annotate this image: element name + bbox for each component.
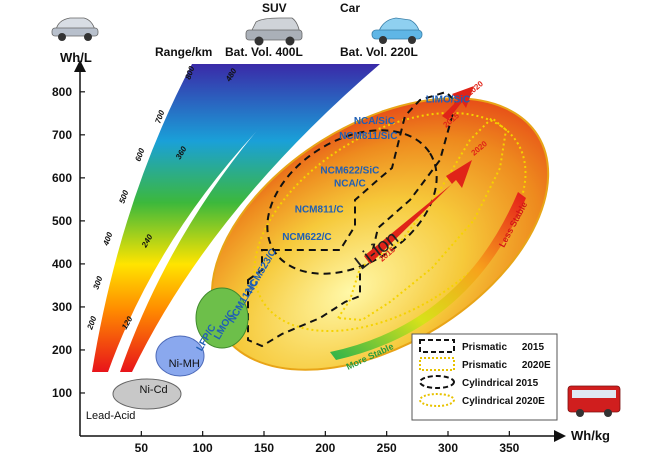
car-title: Car <box>340 1 360 15</box>
chemistry-label-limo-sic: LIMO/SiC <box>426 95 470 106</box>
legend: Prismatic 2015 Prismatic 2020E Cylindric… <box>411 333 558 421</box>
car-range-tick: 200 <box>85 315 99 332</box>
x-tick-label: 350 <box>499 441 519 455</box>
chemistry-label-ncm622-sic: NCM622/SiC <box>320 166 379 177</box>
chemistry-label-ncm811-sic: NCM811/SiC <box>339 131 397 142</box>
car-range-tick: 800 <box>183 65 196 81</box>
legend-prismatic-2020-swatch <box>419 357 455 371</box>
suv-icon <box>245 17 303 46</box>
tech-label-ni-mh: Ni-MH <box>169 358 200 370</box>
legend-item-prismatic-2020: Prismatic 2020E <box>462 360 551 371</box>
x-tick-label: 150 <box>254 441 274 455</box>
chemistry-label-ncm622-c: NCM622/C <box>282 232 331 243</box>
prismatic-2020-outline <box>336 116 508 322</box>
x-tick-label: 50 <box>135 441 149 455</box>
car-range-tick: 400 <box>101 231 115 248</box>
car-range-tick: 300 <box>91 275 104 291</box>
car-range-tick: 700 <box>153 109 166 125</box>
car-range-tick: 500 <box>117 189 130 205</box>
prismatic-2015-outline <box>247 90 458 348</box>
x-tick-label: 300 <box>438 441 458 455</box>
x-tick-label: 100 <box>193 441 213 455</box>
suv-volume-label: Bat. Vol. 400L <box>225 45 303 59</box>
x-tick-label: 250 <box>377 441 397 455</box>
car-volume-label: Bat. Vol. 220L <box>340 45 418 59</box>
range-header: Range/km <box>155 45 212 59</box>
trend-arrow-short <box>442 86 474 120</box>
x-tick-label: 200 <box>315 441 335 455</box>
cylindrical-2020-ellipse <box>253 111 527 333</box>
legend-prismatic-2015-swatch <box>419 339 455 353</box>
chemistry-label-ncm811-c: NCM811/C <box>295 204 344 215</box>
nicd-ellipse <box>155 335 205 377</box>
y-tick-label: 600 <box>52 171 72 185</box>
tech-label-lead-acid: Lead-Acid <box>86 410 136 422</box>
car-icon <box>371 17 423 44</box>
y-tick-label: 200 <box>52 343 72 357</box>
tech-label-ni-cd: Ni-Cd <box>140 384 168 396</box>
bus-icon <box>567 385 621 417</box>
nimh-ellipse <box>195 287 249 349</box>
legend-item-prismatic-2015: Prismatic 2015 <box>462 342 544 353</box>
y-tick-label: 100 <box>52 386 72 400</box>
chemistry-label-nca-c: NCA/C <box>334 178 366 189</box>
car-range-band <box>92 64 326 372</box>
y-tick-label: 400 <box>52 257 72 271</box>
chemistry-label-nca-sic: NCA/SiC <box>354 116 395 127</box>
legend-cylindrical-2020-swatch <box>419 393 455 407</box>
leadacid-ellipse <box>112 378 182 410</box>
suv-range-band <box>120 64 380 372</box>
x-axis-label: Wh/kg <box>571 428 610 443</box>
y-axis-label: Wh/L <box>60 50 92 65</box>
header-car-icon <box>51 17 99 41</box>
legend-item-cylindrical-2020: Cylindrical 2020E <box>462 396 545 407</box>
car-range-tick: 600 <box>133 147 146 163</box>
y-tick-label: 700 <box>52 128 72 142</box>
trend-arrow-long <box>364 160 472 264</box>
arrow-end-year: 2020 <box>466 79 486 98</box>
y-tick-label: 500 <box>52 214 72 228</box>
y-tick-label: 300 <box>52 300 72 314</box>
y-tick-label: 800 <box>52 85 72 99</box>
legend-cylindrical-2015-swatch <box>419 375 455 389</box>
legend-item-cylindrical-2015: Cylindrical 2015 <box>462 378 539 389</box>
suv-title: SUV <box>262 1 287 15</box>
